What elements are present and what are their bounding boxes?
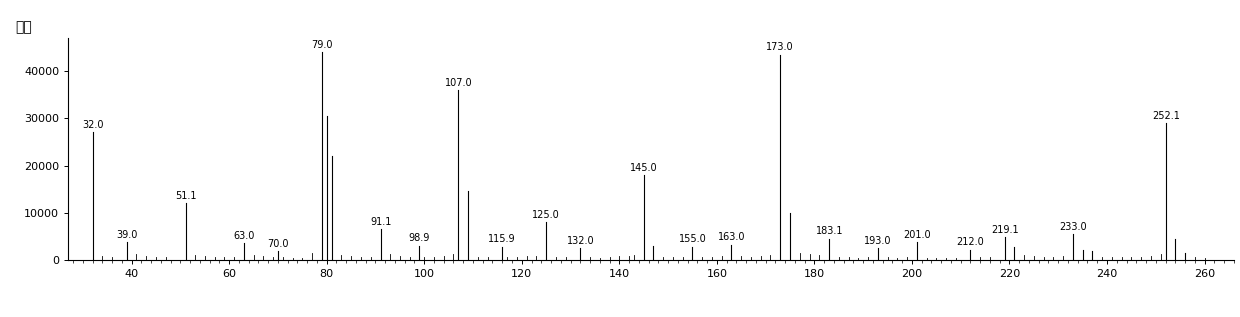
Text: 219.1: 219.1	[991, 225, 1019, 235]
Text: 173.0: 173.0	[766, 42, 794, 52]
Text: 91.1: 91.1	[370, 217, 392, 227]
Text: 201.0: 201.0	[903, 230, 930, 240]
Text: 70.0: 70.0	[267, 239, 289, 249]
Text: 107.0: 107.0	[445, 78, 472, 87]
Text: 132.0: 132.0	[567, 236, 594, 246]
Text: 212.0: 212.0	[956, 237, 985, 247]
Text: 79.0: 79.0	[311, 40, 332, 50]
Text: 125.0: 125.0	[532, 210, 560, 220]
Text: 252.1: 252.1	[1152, 111, 1180, 121]
Text: 98.9: 98.9	[408, 233, 429, 243]
Text: 63.0: 63.0	[233, 231, 254, 241]
Text: 32.0: 32.0	[82, 120, 103, 130]
Text: 155.0: 155.0	[678, 234, 707, 244]
Text: 193.0: 193.0	[864, 236, 892, 246]
Text: 163.0: 163.0	[718, 232, 745, 243]
Text: 233.0: 233.0	[1059, 222, 1086, 232]
Text: 115.9: 115.9	[489, 234, 516, 244]
Text: 51.1: 51.1	[175, 191, 196, 201]
Text: 183.1: 183.1	[816, 226, 843, 236]
Text: 145.0: 145.0	[630, 163, 657, 172]
Text: 丰度: 丰度	[16, 20, 32, 34]
Text: 39.0: 39.0	[117, 230, 138, 240]
